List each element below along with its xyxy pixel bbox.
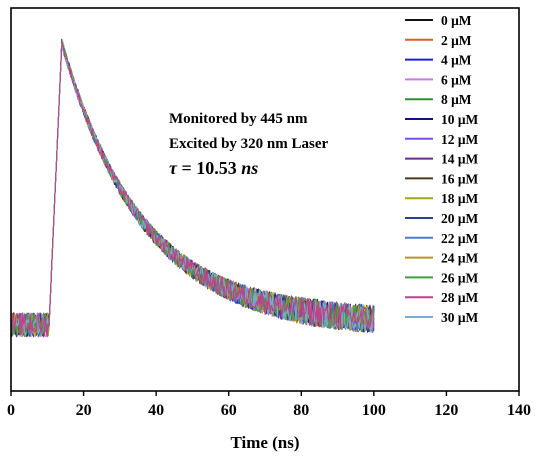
series-line (10, 40, 375, 337)
annotation-excited: Excited by 320 nm Laser (169, 136, 329, 152)
plot-frame (10, 7, 520, 392)
x-tick-label: 0 (7, 402, 15, 419)
tau-symbol: τ (169, 158, 178, 178)
annotation-lifetime: τ = 10.53 ns (169, 158, 258, 178)
x-axis-title: Time (ns) (230, 433, 299, 452)
legend-label: 16 μM (441, 171, 479, 186)
series-line (10, 38, 375, 338)
legend-label: 14 μM (441, 152, 479, 167)
series-line (10, 41, 375, 335)
legend-label: 24 μM (441, 251, 479, 266)
legend-label: 28 μM (441, 290, 479, 305)
series-line (10, 43, 375, 338)
x-tick-label: 80 (293, 402, 309, 419)
legend-label: 12 μM (441, 132, 479, 147)
x-tick-label: 100 (362, 402, 386, 419)
legend-label: 6 μM (441, 72, 472, 87)
legend-label: 26 μM (441, 270, 479, 285)
series-line (10, 38, 375, 338)
legend: 0 μM 2 μM 4 μM 6 μM 8 μM 10 μM 12 μM 14 μM 16 μM… (405, 13, 479, 325)
legend-label: 0 μM (441, 13, 472, 28)
annotation: Monitored by 445 nm Excited by 320 nm La… (169, 111, 329, 178)
tau-unit: ns (241, 158, 258, 178)
x-axis: 0 20 40 60 80 100 120 140 (7, 391, 531, 419)
series-line (10, 43, 375, 337)
series-line (10, 40, 375, 337)
series-line (10, 43, 375, 338)
x-tick-label: 20 (76, 402, 92, 419)
x-tick-label: 140 (507, 402, 531, 419)
series-line (10, 41, 375, 337)
series-line (10, 40, 375, 338)
series-line (10, 41, 375, 337)
series-line (10, 42, 375, 337)
legend-label: 4 μM (441, 53, 472, 68)
annotation-monitored: Monitored by 445 nm (169, 111, 308, 127)
series-line (10, 40, 375, 337)
decay-traces (10, 38, 375, 338)
series-line (10, 41, 375, 338)
legend-label: 30 μM (441, 310, 479, 325)
legend-label: 2 μM (441, 33, 472, 48)
series-line (10, 40, 375, 337)
legend-label: 8 μM (441, 92, 472, 107)
legend-label: 20 μM (441, 211, 479, 226)
x-tick-label: 40 (148, 402, 164, 419)
legend-label: 10 μM (441, 112, 479, 127)
series-line (10, 41, 375, 337)
legend-label: 18 μM (441, 191, 479, 206)
x-tick-label: 60 (221, 402, 237, 419)
legend-label: 22 μM (441, 231, 479, 246)
x-tick-label: 120 (434, 402, 458, 419)
tau-value: = 10.53 (177, 158, 241, 178)
